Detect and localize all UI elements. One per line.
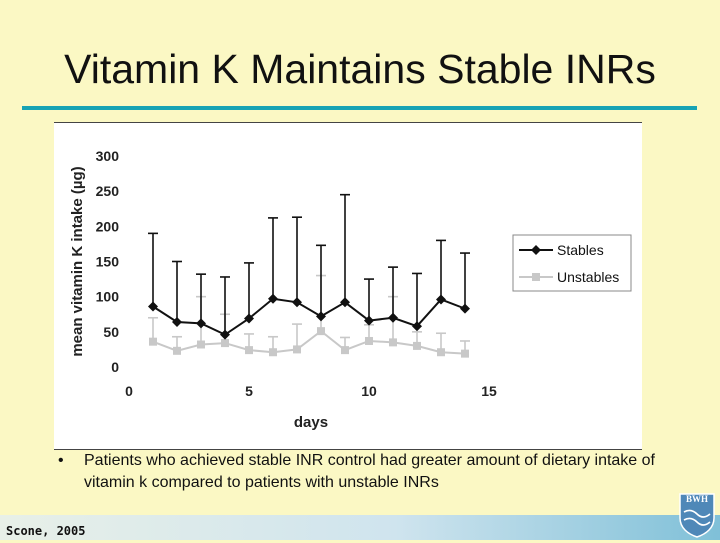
unstables-point-13 — [461, 349, 469, 358]
stables-series-line — [152, 297, 466, 336]
unstables-point-0 — [149, 337, 157, 346]
y-tick-label-5: 250 — [96, 183, 120, 199]
bullet-dot-icon: • — [58, 452, 64, 469]
legend-unstables-marker — [532, 273, 540, 281]
stables-point-6 — [292, 297, 302, 308]
stables-point-7 — [316, 311, 326, 322]
unstables-point-6 — [293, 345, 301, 354]
y-tick-label-1: 50 — [103, 324, 119, 340]
legend-stables-marker — [531, 245, 541, 255]
title-divider — [22, 106, 697, 110]
stables-point-3 — [220, 329, 230, 340]
stables-point-13 — [460, 303, 470, 314]
logo-text: BWH — [685, 494, 708, 504]
unstables-point-11 — [413, 341, 421, 350]
unstables-point-7 — [317, 327, 325, 336]
stables-point-2 — [196, 318, 206, 329]
stables-point-1 — [172, 316, 182, 327]
unstables-point-1 — [173, 346, 181, 355]
footer-band — [0, 515, 720, 540]
y-tick-label-4: 200 — [96, 218, 120, 234]
legend-unstables-label: Unstables — [557, 269, 619, 285]
unstables-point-12 — [437, 348, 445, 357]
x-axis-title: days — [294, 414, 328, 431]
unstables-point-10 — [389, 338, 397, 347]
x-tick-label-2: 10 — [361, 383, 377, 399]
stables-point-4 — [244, 313, 254, 324]
x-tick-label-1: 5 — [245, 383, 253, 399]
stables-point-12 — [436, 294, 446, 305]
stables-point-9 — [364, 315, 374, 326]
y-tick-label-2: 100 — [96, 289, 120, 305]
y-tick-label-6: 300 — [96, 148, 120, 164]
legend-box — [512, 234, 632, 292]
x-tick-label-3: 15 — [481, 383, 497, 399]
stables-point-5 — [268, 293, 278, 304]
line-chart: 0 50 100 150 200 250 300 0 5 10 15 days mean vitamin… — [69, 148, 632, 431]
slide-title: Vitamin K Maintains Stable INRs — [64, 46, 656, 92]
stables-point-8 — [340, 297, 350, 308]
citation: Scone, 2005 — [6, 524, 86, 538]
unstables-point-8 — [341, 346, 349, 355]
stables-point-11 — [412, 321, 422, 332]
legend-stables-label: Stables — [557, 242, 604, 258]
unstables-point-9 — [365, 336, 373, 345]
stables-point-0 — [148, 301, 158, 312]
unstables-point-4 — [245, 346, 253, 355]
unstables-point-3 — [221, 339, 229, 348]
y-axis-title: mean vitamin K intake (µg) — [69, 166, 86, 356]
chart-panel: 0 50 100 150 200 250 300 0 5 10 15 days mean vitamin… — [54, 122, 642, 450]
x-tick-label-0: 0 — [125, 383, 133, 399]
unstables-point-2 — [197, 340, 205, 349]
y-tick-label-0: 0 — [111, 359, 119, 375]
stables-point-10 — [388, 312, 398, 323]
bwh-shield-logo: BWH — [678, 492, 716, 538]
bullet-text: Patients who achieved stable INR control… — [84, 452, 655, 491]
y-tick-label-3: 150 — [96, 254, 120, 270]
unstables-point-5 — [269, 348, 277, 357]
